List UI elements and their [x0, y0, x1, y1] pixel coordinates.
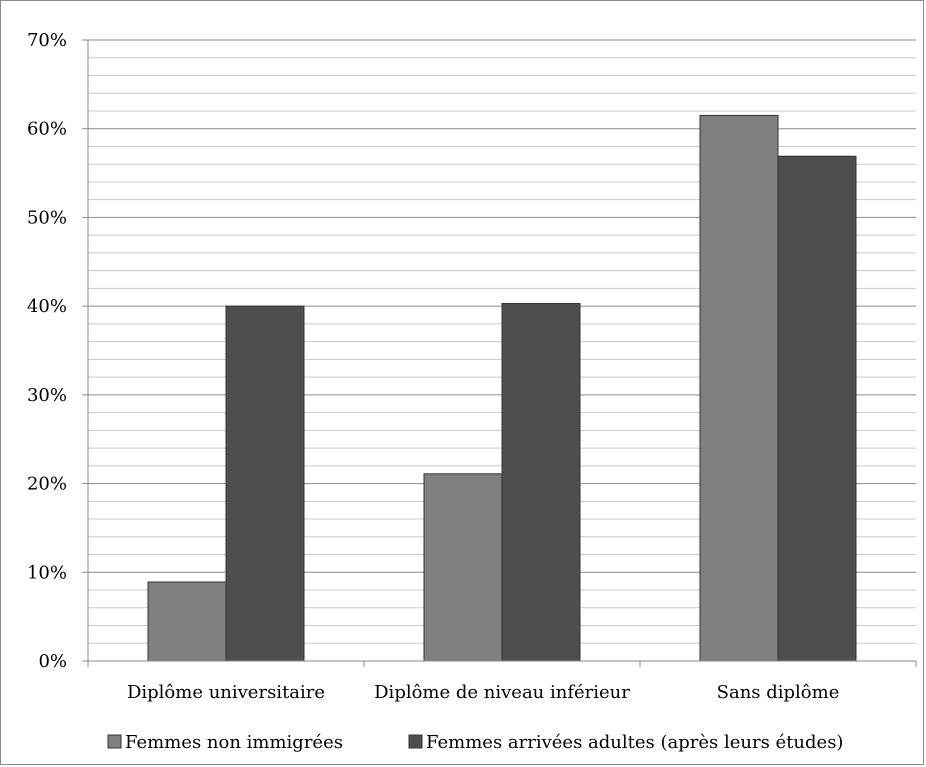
x-category-label: Sans diplôme [717, 682, 840, 703]
x-category-label: Diplôme universitaire [127, 682, 325, 703]
legend-label: Femmes non immigrées [125, 732, 343, 753]
legend: Femmes non immigrées Femmes arrivées adul… [107, 732, 843, 753]
y-tick-label: 50% [27, 207, 67, 228]
y-tick-label: 70% [27, 30, 67, 51]
y-tick-label: 10% [27, 562, 67, 583]
bar-arrivees-adultes-2 [777, 155, 857, 662]
y-tick-label: 0% [38, 651, 67, 672]
y-tick-labels: 0% 10% 20% 30% 40% 50% 60% 70% [27, 30, 67, 672]
legend-swatch [107, 734, 122, 749]
y-tick-label: 30% [27, 385, 67, 406]
bar-non-immigrees-1 [423, 473, 503, 662]
y-tick-label: 60% [27, 119, 67, 140]
y-tick-label: 20% [27, 474, 67, 495]
legend-label: Femmes arrivées adultes (après leurs étu… [426, 732, 843, 753]
x-category-label: Diplôme de niveau inférieur [374, 682, 630, 703]
bar-arrivees-adultes-1 [501, 302, 581, 662]
bar-non-immigrees-2 [699, 114, 779, 662]
bars [147, 114, 857, 662]
axes [82, 39, 917, 667]
bar-non-immigrees-0 [147, 581, 227, 662]
y-tick-label: 40% [27, 296, 67, 317]
legend-swatch [408, 734, 423, 749]
bar-arrivees-adultes-0 [225, 305, 305, 662]
x-category-labels: Diplôme universitaire Diplôme de niveau i… [127, 682, 839, 703]
